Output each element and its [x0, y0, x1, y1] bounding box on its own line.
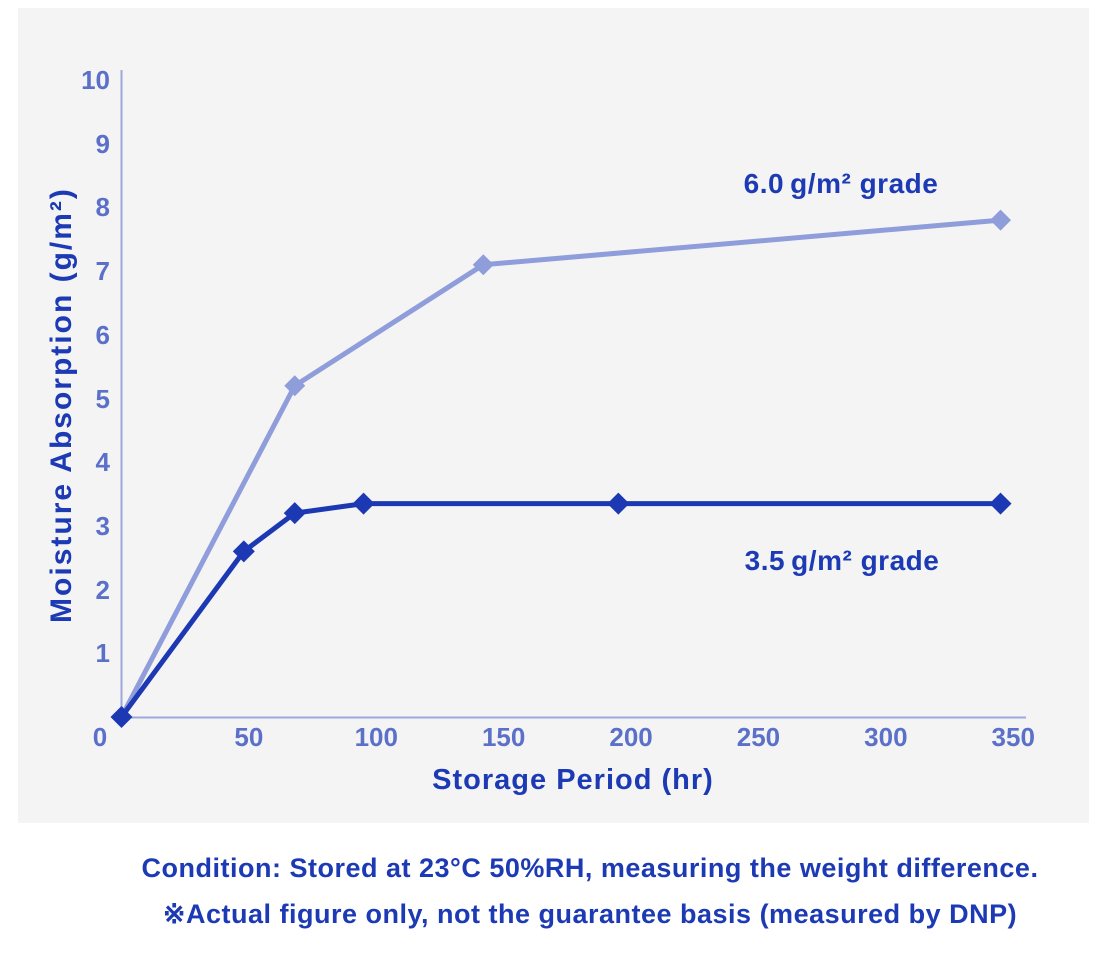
- x-tick-label: 150: [481, 722, 526, 752]
- series-marker: [607, 492, 630, 515]
- y-tick-label: 7: [95, 256, 110, 287]
- x-tick-label: 0: [92, 722, 108, 752]
- series-line-0: [119, 217, 1004, 720]
- series-marker: [990, 209, 1012, 231]
- series-label-3-5-grade: 3.5 g/m² grade: [744, 545, 940, 576]
- footnote-line-1: Condition: Stored at 23°C 50%RH, measuri…: [141, 853, 1039, 883]
- y-tick-label: 3: [95, 510, 110, 541]
- series-marker: [232, 540, 255, 563]
- y-tick-label: 2: [95, 574, 110, 605]
- series-marker: [110, 706, 133, 728]
- x-tick-label: 300: [864, 722, 908, 752]
- series-marker: [989, 492, 1012, 515]
- series-marker: [352, 492, 375, 515]
- chart-panel: [18, 8, 1089, 823]
- series-line-1: [119, 501, 1004, 720]
- x-tick-label: 100: [354, 722, 398, 752]
- y-tick-label: 9: [95, 128, 110, 159]
- series-label-6-0-grade: 6.0 g/m² grade: [743, 168, 939, 199]
- x-tick-label: 250: [736, 722, 781, 752]
- series-marker: [472, 254, 494, 276]
- y-tick-label: 1: [95, 638, 110, 669]
- y-tick-label: 6: [95, 319, 110, 350]
- series-marker: [284, 375, 306, 397]
- series-marker: [283, 502, 306, 525]
- y-tick-label: 10: [81, 65, 110, 95]
- x-axis-title: Storage Period (hr): [432, 764, 714, 796]
- x-tick-label: 350: [991, 722, 1035, 752]
- y-tick-label: 4: [95, 447, 110, 478]
- y-tick-label: 5: [95, 383, 110, 414]
- x-tick-label: 200: [609, 722, 653, 752]
- footnote: Condition: Stored at 23°C 50%RH, measuri…: [65, 845, 1115, 937]
- y-tick-label: 8: [95, 192, 110, 223]
- footnote-line-2: ※Actual figure only, not the guarantee b…: [162, 899, 1018, 929]
- x-tick-label: 50: [234, 722, 264, 752]
